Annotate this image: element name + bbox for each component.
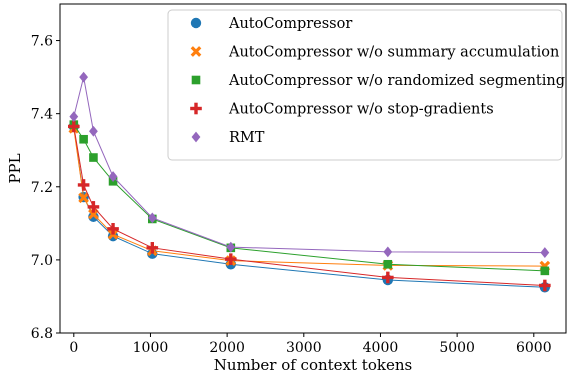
data-point (147, 212, 157, 224)
plot-frame (59, 3, 567, 334)
data-point (79, 134, 88, 144)
legend-label: AutoCompressor (228, 16, 352, 32)
legend-marker (191, 75, 201, 85)
x-marker-stroke (78, 192, 89, 204)
legend-marker (191, 131, 201, 143)
plus-marker-bar (229, 253, 233, 265)
data-point (539, 279, 551, 292)
plus-marker-bar (543, 279, 547, 292)
y-tick-label: 7.2 (31, 180, 53, 196)
x-marker-stroke (190, 46, 202, 57)
legend-marker (190, 46, 202, 57)
legend-marker (190, 17, 202, 29)
data-point (78, 192, 89, 204)
x-marker-stroke (88, 208, 99, 220)
data-point (226, 241, 236, 253)
legend: AutoCompressor AutoCompressor w/o summary… (167, 9, 565, 161)
x-tick-label: 5000 (439, 340, 475, 356)
data-point (87, 201, 100, 213)
data-point (540, 266, 550, 276)
plus-marker-bar (386, 271, 390, 284)
legend-marker (190, 102, 202, 115)
series-line (73, 76, 545, 254)
data-point (89, 125, 98, 137)
data-point (69, 111, 79, 122)
data-point (77, 179, 90, 191)
x-tick-label: 2000 (209, 340, 245, 356)
data-point (68, 120, 80, 133)
plot-area (68, 71, 551, 293)
x-axis-title: Number of context tokens (214, 356, 412, 374)
data-point (88, 208, 99, 220)
plus-marker-bar (91, 201, 96, 213)
y-tick-label: 7.4 (31, 107, 53, 123)
plus-marker-bar (194, 102, 198, 115)
data-point (108, 171, 118, 182)
data-point (79, 71, 89, 83)
data-point (146, 242, 159, 254)
legend-label: RMT (229, 130, 265, 146)
y-tick-label: 7.6 (31, 34, 53, 50)
data-point (88, 211, 99, 222)
data-point (382, 271, 394, 284)
data-point (107, 223, 119, 235)
x-tick-label: 4000 (363, 340, 399, 356)
y-tick-label: 7.0 (31, 253, 53, 269)
data-point (225, 253, 237, 265)
data-point (383, 246, 393, 258)
plus-marker-bar (111, 223, 115, 235)
data-point (89, 153, 98, 162)
y-axis-title: PPL (6, 153, 24, 183)
plus-marker-bar (81, 179, 86, 191)
plus-marker-bar (150, 242, 155, 254)
legend-label: AutoCompressor w/o stop-gradients (228, 102, 494, 118)
x-tick-label: 0 (69, 340, 78, 356)
axes: 0 1000 2000 3000 4000 5000 6000 6.8 7.0 7.2 7.4 7.6… (6, 3, 567, 374)
data-point (540, 247, 550, 258)
plus-marker-bar (72, 120, 76, 133)
legend-label: AutoCompressor w/o randomized segmenting (228, 73, 565, 89)
x-tick-label: 6000 (516, 340, 552, 356)
legend-box (167, 9, 563, 161)
x-tick-label: 1000 (133, 340, 169, 356)
data-point (383, 259, 393, 269)
x-tick-label: 3000 (286, 340, 322, 356)
legend-label: AutoCompressor w/o summary accumulation (228, 45, 559, 61)
y-tick-label: 6.8 (31, 326, 53, 342)
